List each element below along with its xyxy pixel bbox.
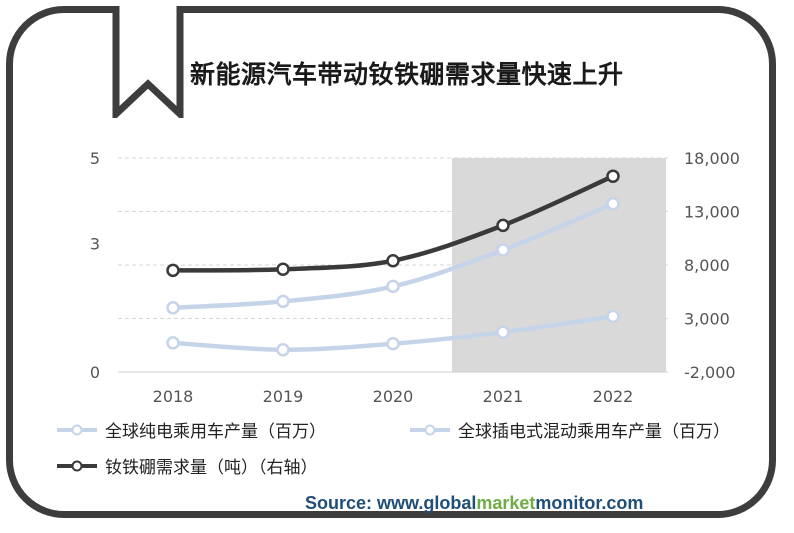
x-tick-label: 2018 bbox=[153, 387, 194, 406]
legend-swatch-ndfeb bbox=[57, 460, 97, 471]
y-right-tick-label: 8,000 bbox=[684, 256, 730, 275]
series-marker-0 bbox=[496, 243, 510, 257]
series-marker-2 bbox=[496, 218, 510, 233]
y-right-tick-label: -2,000 bbox=[684, 363, 736, 382]
series-marker-0 bbox=[606, 197, 620, 211]
series-marker-1 bbox=[386, 337, 400, 351]
series-marker-0 bbox=[276, 294, 290, 309]
y-left-tick-label: 0 bbox=[90, 363, 100, 382]
source-global: global bbox=[423, 493, 477, 513]
series-marker-1 bbox=[276, 342, 290, 357]
series-marker-1 bbox=[166, 336, 180, 350]
legend-label-bev: 全球纯电乘用车产量（百万） bbox=[105, 422, 326, 442]
series-marker-2 bbox=[166, 263, 180, 278]
y-right-tick-label: 18,000 bbox=[684, 149, 740, 168]
series-marker-1 bbox=[496, 325, 510, 339]
source-credit: Source: www.globalmarketmonitor.com bbox=[305, 493, 643, 514]
y-left-tick-label: 5 bbox=[90, 149, 100, 168]
series-marker-0 bbox=[166, 301, 180, 315]
source-market: market bbox=[476, 493, 536, 513]
y-right-tick-label: 13,000 bbox=[684, 203, 740, 222]
series-marker-1 bbox=[606, 309, 620, 324]
series-marker-0 bbox=[386, 279, 400, 294]
series-marker-2 bbox=[606, 169, 620, 183]
x-tick-label: 2019 bbox=[263, 387, 304, 406]
series-marker-2 bbox=[276, 262, 290, 277]
legend-swatch-bev bbox=[57, 424, 97, 435]
legend-swatch-phev bbox=[410, 424, 450, 435]
y-right-tick-label: 3,000 bbox=[684, 310, 730, 329]
legend-item-bev: 全球纯电乘用车产量（百万） bbox=[55, 417, 326, 442]
legend-item-phev: 全球插电式混动乘用车产量（百万） bbox=[408, 417, 730, 442]
source-suffix: .com bbox=[601, 493, 644, 513]
legend-label-ndfeb: 钕铁硼需求量（吨）（右轴） bbox=[105, 458, 318, 478]
y-left-tick-label: 3 bbox=[90, 235, 100, 254]
source-monitor: monitor bbox=[535, 493, 602, 513]
legend-label-phev: 全球插电式混动乘用车产量（百万） bbox=[458, 422, 730, 442]
source-prefix: Source: www. bbox=[305, 493, 424, 513]
series-marker-2 bbox=[386, 253, 400, 268]
x-tick-label: 2022 bbox=[593, 387, 634, 406]
legend-item-ndfeb: 钕铁硼需求量（吨）（右轴） bbox=[55, 453, 318, 478]
bookmark-icon bbox=[112, 6, 184, 118]
x-tick-label: 2020 bbox=[373, 387, 414, 406]
x-tick-label: 2021 bbox=[483, 387, 524, 406]
chart-title: 新能源汽车带动钕铁硼需求量快速上升 bbox=[190, 60, 624, 89]
